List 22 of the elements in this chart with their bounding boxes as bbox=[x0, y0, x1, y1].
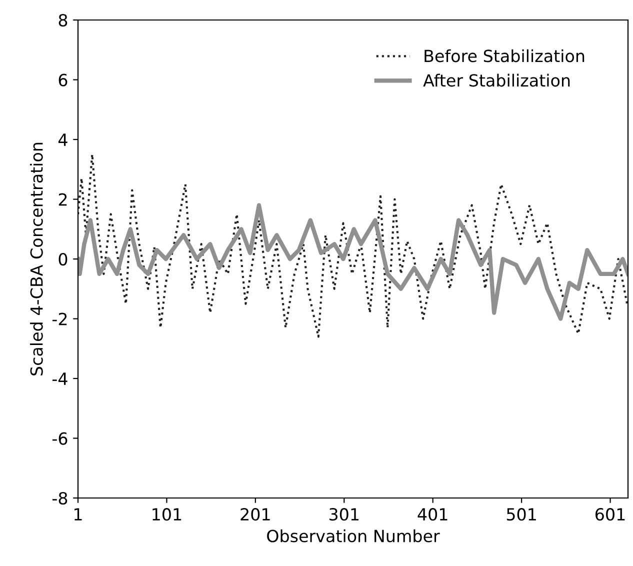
line-series bbox=[78, 153, 628, 338]
x-tick-label: 601 bbox=[596, 508, 625, 521]
x-tick-label: 101 bbox=[152, 508, 182, 521]
x-tick-label: 301 bbox=[329, 508, 358, 521]
x-tick-label: 1 bbox=[74, 508, 82, 520]
y-tick-label: 2 bbox=[58, 193, 67, 206]
x-axis-title: Observation Number bbox=[267, 529, 440, 542]
x-tick-label: 501 bbox=[506, 508, 536, 521]
legend-label: After Stabilization bbox=[423, 74, 570, 87]
x-tick-label: 401 bbox=[418, 508, 448, 521]
y-tick-label: 0 bbox=[58, 252, 68, 266]
y-tick-label: -4 bbox=[52, 372, 68, 385]
y-tick-label: 4 bbox=[58, 134, 68, 146]
y-tick-label: -2 bbox=[52, 312, 67, 326]
line-series bbox=[78, 203, 628, 321]
legend-label: Before Stabilization bbox=[424, 49, 584, 62]
y-tick-label: -6 bbox=[52, 432, 68, 445]
y-tick-label: 6 bbox=[58, 74, 68, 86]
y-tick-label: 8 bbox=[58, 14, 68, 27]
y-tick-label: -8 bbox=[52, 492, 68, 505]
y-axis-title: Scaled 4-CBA Concentration bbox=[30, 142, 43, 376]
x-tick-label: 201 bbox=[240, 508, 270, 521]
